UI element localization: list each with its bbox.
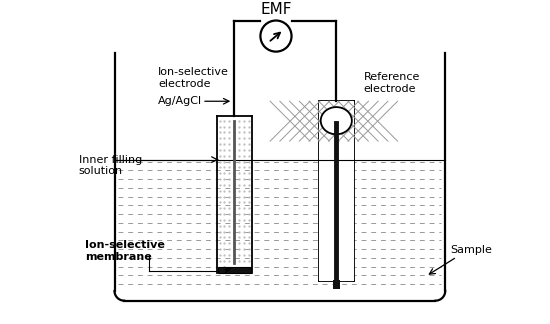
Bar [319, 101, 354, 281]
Bar [333, 280, 340, 289]
Text: Sample: Sample [450, 245, 492, 255]
Bar [319, 101, 354, 281]
Text: Ion-selective
membrane: Ion-selective membrane [85, 240, 165, 262]
Text: Ion-selective
electrode: Ion-selective electrode [158, 67, 229, 89]
Text: EMF: EMF [260, 2, 292, 17]
Text: Inner filling
solution: Inner filling solution [79, 155, 142, 176]
Text: Reference
electrode: Reference electrode [364, 72, 420, 94]
Ellipse shape [321, 107, 352, 134]
Bar [218, 267, 251, 273]
Text: Ag/AgCl: Ag/AgCl [158, 96, 202, 106]
